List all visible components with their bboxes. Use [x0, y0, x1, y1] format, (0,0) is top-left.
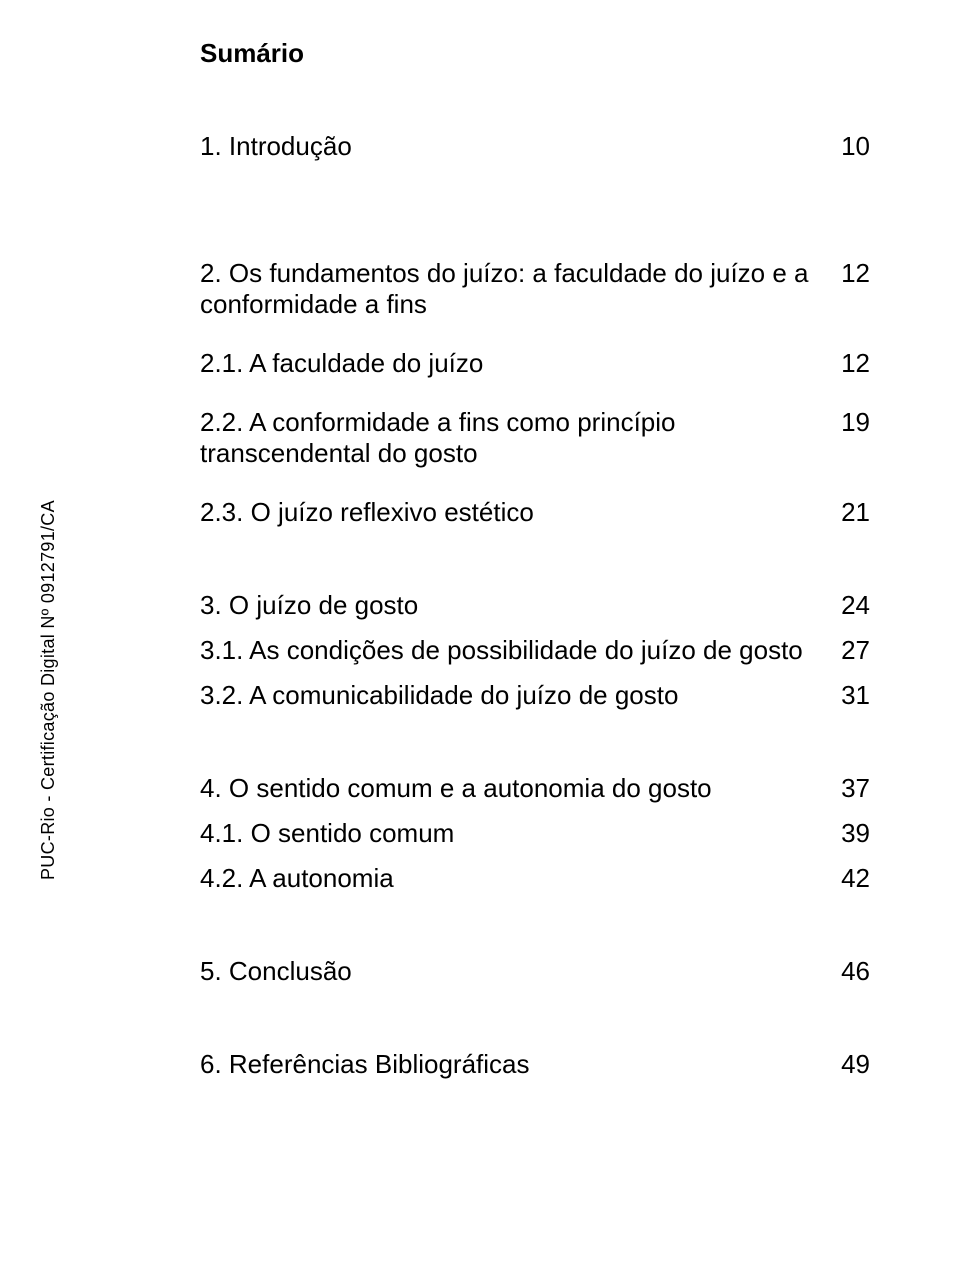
toc-label: 3.1. As condições de possibilidade do ju…: [200, 635, 841, 666]
certification-sidebar: PUC-Rio - Certificação Digital Nº 091279…: [38, 500, 59, 880]
toc-page: 24: [841, 590, 870, 621]
toc-row: 3.1. As condições de possibilidade do ju…: [200, 635, 870, 666]
toc-label: 2. Os fundamentos do juízo: a faculdade …: [200, 258, 841, 320]
toc-label: 4. O sentido comum e a autonomia do gost…: [200, 773, 841, 804]
toc-label: 1. Introdução: [200, 131, 841, 162]
toc-label: 6. Referências Bibliográficas: [200, 1049, 841, 1080]
page-title: Sumário: [200, 38, 870, 69]
toc-row: 6. Referências Bibliográficas 49: [200, 1049, 870, 1080]
toc-row: 5. Conclusão 46: [200, 956, 870, 987]
toc-row: 2.3. O juízo reflexivo estético 21: [200, 497, 870, 528]
toc-label: 3. O juízo de gosto: [200, 590, 841, 621]
toc-label: 2.1. A faculdade do juízo: [200, 348, 841, 379]
toc-page: 19: [841, 407, 870, 438]
toc-row: 1. Introdução 10: [200, 131, 870, 162]
toc-row: 2.2. A conformidade a fins como princípi…: [200, 407, 870, 469]
toc-page: 42: [841, 863, 870, 894]
toc-page: 49: [841, 1049, 870, 1080]
toc-page: 37: [841, 773, 870, 804]
page: Sumário 1. Introdução 10 2. Os fundament…: [0, 0, 960, 1280]
toc-row: 4.2. A autonomia 42: [200, 863, 870, 894]
toc-page: 10: [841, 131, 870, 162]
toc-page: 46: [841, 956, 870, 987]
toc-row: 3. O juízo de gosto 24: [200, 590, 870, 621]
toc-label: 4.2. A autonomia: [200, 863, 841, 894]
toc-row: 2. Os fundamentos do juízo: a faculdade …: [200, 258, 870, 320]
toc-label: 3.2. A comunicabilidade do juízo de gost…: [200, 680, 841, 711]
toc-page: 12: [841, 258, 870, 289]
toc-page: 39: [841, 818, 870, 849]
toc-row: 2.1. A faculdade do juízo 12: [200, 348, 870, 379]
toc-label: 2.2. A conformidade a fins como princípi…: [200, 407, 841, 469]
toc-row: 4. O sentido comum e a autonomia do gost…: [200, 773, 870, 804]
toc-label: 2.3. O juízo reflexivo estético: [200, 497, 841, 528]
toc-page: 31: [841, 680, 870, 711]
toc-row: 3.2. A comunicabilidade do juízo de gost…: [200, 680, 870, 711]
toc-page: 12: [841, 348, 870, 379]
toc-row: 4.1. O sentido comum 39: [200, 818, 870, 849]
toc-page: 27: [841, 635, 870, 666]
toc-label: 5. Conclusão: [200, 956, 841, 987]
toc-label: 4.1. O sentido comum: [200, 818, 841, 849]
toc-page: 21: [841, 497, 870, 528]
